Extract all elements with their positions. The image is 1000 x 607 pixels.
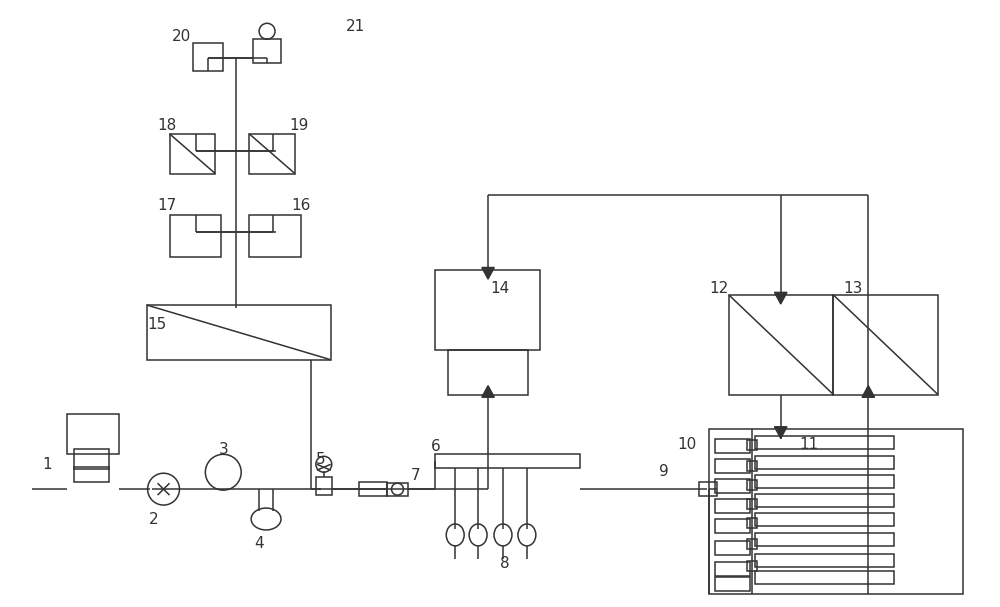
Bar — [715, 459, 750, 473]
Bar — [67, 415, 119, 454]
Text: 1: 1 — [42, 456, 52, 472]
Polygon shape — [774, 293, 787, 304]
Bar — [755, 513, 894, 526]
Bar — [253, 39, 281, 63]
Bar — [249, 215, 301, 257]
Bar — [435, 454, 580, 468]
Bar — [755, 436, 894, 449]
Text: 5: 5 — [316, 452, 326, 467]
Text: 12: 12 — [709, 280, 729, 296]
Polygon shape — [862, 385, 875, 397]
Bar — [715, 577, 750, 591]
Bar — [833, 295, 938, 395]
Text: 14: 14 — [490, 280, 510, 296]
Bar — [755, 475, 894, 488]
Bar — [170, 215, 221, 257]
Text: 13: 13 — [844, 280, 863, 296]
Text: 3: 3 — [218, 442, 228, 457]
Bar — [709, 429, 963, 594]
Polygon shape — [482, 268, 494, 279]
Text: 10: 10 — [678, 437, 697, 452]
Bar — [755, 554, 894, 567]
Bar — [387, 483, 408, 496]
Bar — [747, 561, 757, 571]
Bar — [747, 440, 757, 450]
Bar — [147, 305, 331, 360]
Bar — [699, 482, 717, 496]
Bar — [715, 519, 750, 533]
Bar — [435, 270, 540, 350]
Bar — [747, 518, 757, 528]
Text: 21: 21 — [346, 19, 365, 34]
Bar — [715, 562, 750, 576]
Bar — [755, 533, 894, 546]
Text: 8: 8 — [500, 556, 510, 571]
Bar — [74, 449, 109, 469]
Text: 11: 11 — [799, 437, 818, 452]
Polygon shape — [482, 385, 494, 397]
Bar — [359, 482, 387, 496]
Bar — [747, 499, 757, 509]
Bar — [755, 494, 894, 507]
Text: 6: 6 — [430, 439, 440, 454]
Bar — [715, 541, 750, 555]
Text: 15: 15 — [147, 317, 166, 333]
Text: 19: 19 — [289, 118, 309, 134]
Bar — [747, 539, 757, 549]
Text: 17: 17 — [157, 198, 176, 213]
Bar — [729, 295, 833, 395]
Bar — [170, 134, 215, 174]
Bar — [74, 467, 109, 482]
Bar — [747, 461, 757, 471]
Text: 9: 9 — [659, 464, 669, 479]
Bar — [715, 479, 750, 493]
Text: 2: 2 — [149, 512, 158, 526]
Bar — [747, 480, 757, 490]
Bar — [193, 43, 223, 71]
Text: 16: 16 — [291, 198, 311, 213]
Text: 20: 20 — [172, 29, 191, 44]
Text: 18: 18 — [157, 118, 176, 134]
Bar — [316, 477, 332, 495]
Bar — [755, 571, 894, 584]
Bar — [755, 456, 894, 469]
Bar — [249, 134, 295, 174]
Bar — [715, 439, 750, 453]
Bar — [715, 499, 750, 513]
Text: 7: 7 — [411, 468, 420, 483]
Polygon shape — [774, 427, 787, 438]
Bar — [448, 350, 528, 395]
Text: 4: 4 — [254, 537, 264, 551]
